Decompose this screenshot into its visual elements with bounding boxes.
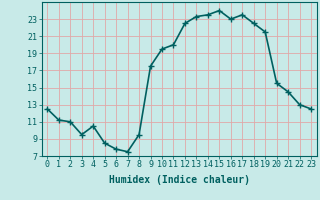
X-axis label: Humidex (Indice chaleur): Humidex (Indice chaleur)	[109, 175, 250, 185]
